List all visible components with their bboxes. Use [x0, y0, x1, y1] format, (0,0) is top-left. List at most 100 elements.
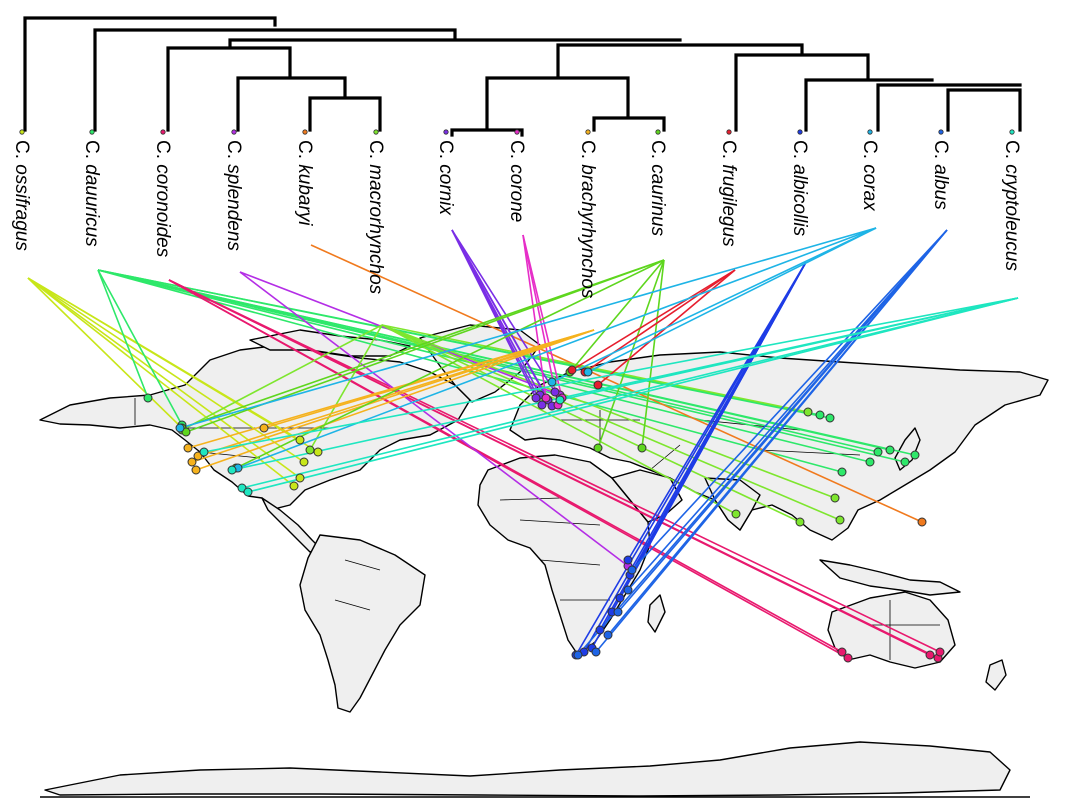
tip-dot-splendens	[231, 129, 237, 135]
tip-genus: C.	[152, 140, 173, 164]
tip-dot-albus	[938, 129, 944, 135]
association-line-corone	[522, 234, 563, 399]
tip-genus: C.	[647, 140, 668, 164]
locality-dot-ossifragus	[289, 481, 299, 491]
association-line-macrorhynchos	[181, 324, 383, 431]
tip-genus: C.	[718, 140, 739, 164]
locality-dot-dauuricus	[910, 450, 920, 460]
association-line-ossifragus	[27, 277, 305, 463]
tip-species: kubaryi	[294, 164, 315, 226]
association-line-corax	[587, 227, 877, 373]
locality-dot-coronoides	[843, 653, 853, 663]
tip-species: corax	[859, 164, 880, 212]
locality-dot-dauuricus	[825, 413, 835, 423]
association-line-albus	[631, 229, 948, 571]
tip-label-corax: C. corax	[859, 140, 880, 212]
tip-species: frugilegus	[718, 164, 739, 247]
tip-species: brachyrhynchos	[577, 164, 598, 299]
new-zealand-landmass	[985, 659, 1007, 691]
tip-label-brachyrhynchos: C. brachyrhynchos	[577, 140, 598, 299]
locality-dot-corax	[547, 377, 557, 387]
tip-dot-corone	[514, 129, 520, 135]
phylogenetic-tree	[23, 16, 1022, 137]
locality-dot-albus	[627, 565, 637, 575]
tip-label-ossifragus: C. ossifragus	[11, 140, 32, 251]
locality-dot-macrorhynchos	[305, 445, 315, 455]
tip-genus: C.	[930, 140, 951, 164]
association-line-dauuricus	[97, 269, 831, 419]
locality-dot-brachyrhynchos	[183, 443, 193, 453]
association-line-cornix	[451, 229, 537, 399]
association-line-caurinus	[569, 259, 665, 373]
central-america-landmass	[261, 497, 321, 553]
tip-genus: C.	[294, 140, 315, 164]
association-line-caurinus	[235, 259, 665, 469]
association-line-albus	[607, 229, 948, 636]
locality-dot-dauuricus	[865, 457, 875, 467]
tip-label-splendens: C. splendens	[223, 140, 244, 251]
association-line-coronoides	[168, 279, 849, 659]
association-line-brachyrhynchos	[195, 329, 595, 471]
locality-dot-brachyrhynchos	[259, 423, 269, 433]
locality-dot-corone	[541, 393, 551, 403]
tip-genus: C.	[859, 140, 880, 164]
association-line-dauuricus	[97, 269, 149, 399]
locality-dot-coronoides	[925, 650, 935, 660]
association-line-brachyrhynchos	[263, 329, 595, 429]
locality-dot-corax	[583, 367, 593, 377]
tree-branches	[23, 16, 1022, 137]
antarctica-landmass	[44, 741, 1011, 797]
locality-dot-dauuricus	[143, 393, 153, 403]
association-line-cryptoleucus	[247, 297, 1019, 493]
tip-species: cryptoleucus	[1001, 164, 1022, 271]
locality-points	[143, 365, 945, 663]
association-line-albicollis	[629, 261, 807, 576]
tip-species: albus	[930, 164, 951, 210]
association-lines	[27, 227, 1019, 659]
locality-dot-cryptoleucus	[555, 395, 565, 405]
locality-dot-frugilegus	[593, 380, 603, 390]
tip-species: dauuricus	[81, 164, 102, 247]
locality-dot-cryptoleucus	[199, 447, 209, 457]
locality-dot-albus	[613, 607, 623, 617]
tip-dot-dauuricus	[89, 129, 95, 135]
association-line-ossifragus	[27, 277, 319, 453]
locality-dot-cryptoleucus	[227, 465, 237, 475]
association-line-cryptoleucus	[559, 297, 1019, 401]
tip-label-frugilegus: C. frugilegus	[718, 140, 739, 247]
locality-dot-macrorhynchos	[835, 515, 845, 525]
association-line-cryptoleucus	[241, 297, 1019, 489]
japan-landmass	[894, 427, 921, 471]
tip-genus: C.	[81, 140, 102, 164]
locality-dot-ossifragus	[295, 473, 305, 483]
locality-dot-kubaryi	[917, 517, 927, 527]
locality-dot-ossifragus	[313, 447, 323, 457]
tip-species: macrorhynchos	[365, 164, 386, 294]
locality-dot-dauuricus	[900, 457, 910, 467]
association-line-kubaryi	[310, 244, 923, 523]
association-line-caurinus	[641, 259, 665, 449]
tip-genus: C.	[1001, 140, 1022, 164]
locality-dot-albicollis	[595, 625, 605, 635]
association-line-macrorhynchos	[381, 324, 841, 521]
tip-species: albicollis	[789, 164, 810, 236]
association-line-splendens	[239, 271, 629, 567]
locality-dot-albus	[623, 585, 633, 595]
association-line-corax	[179, 227, 877, 429]
association-line-albus	[617, 229, 948, 613]
association-line-albus	[627, 229, 948, 591]
association-line-ossifragus	[27, 277, 183, 429]
tip-label-kubaryi: C. kubaryi	[294, 140, 315, 226]
locality-dot-albus	[591, 647, 601, 657]
association-line-caurinus	[181, 259, 665, 429]
locality-dot-brachyrhynchos	[187, 457, 197, 467]
tip-genus: C.	[577, 140, 598, 164]
locality-dot-coronoides	[935, 647, 945, 657]
south-america-landmass	[299, 534, 426, 713]
association-line-ossifragus	[27, 277, 301, 479]
association-line-cornix	[451, 229, 556, 393]
tip-species: corone	[506, 164, 527, 222]
locality-dot-albus	[573, 650, 583, 660]
